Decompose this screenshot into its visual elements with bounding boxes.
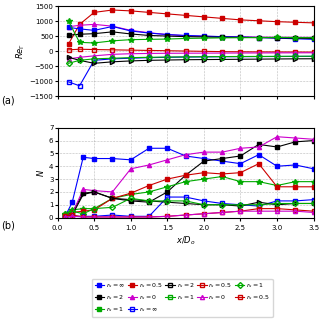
Legend: $r_s = \infty$, $r_s = 2$, $r_s = 1$, $r_s = 0.5$, $r_s = 0$, $r_s = \infty$, $r: $r_s = \infty$, $r_s = 2$, $r_s = 1$, $r…	[92, 279, 273, 317]
Text: (b): (b)	[1, 220, 15, 230]
Text: (a): (a)	[1, 95, 15, 106]
Y-axis label: $Re_\Gamma$: $Re_\Gamma$	[14, 43, 27, 60]
Y-axis label: $N$: $N$	[35, 169, 46, 177]
X-axis label: $x/D_o$: $x/D_o$	[176, 234, 196, 246]
